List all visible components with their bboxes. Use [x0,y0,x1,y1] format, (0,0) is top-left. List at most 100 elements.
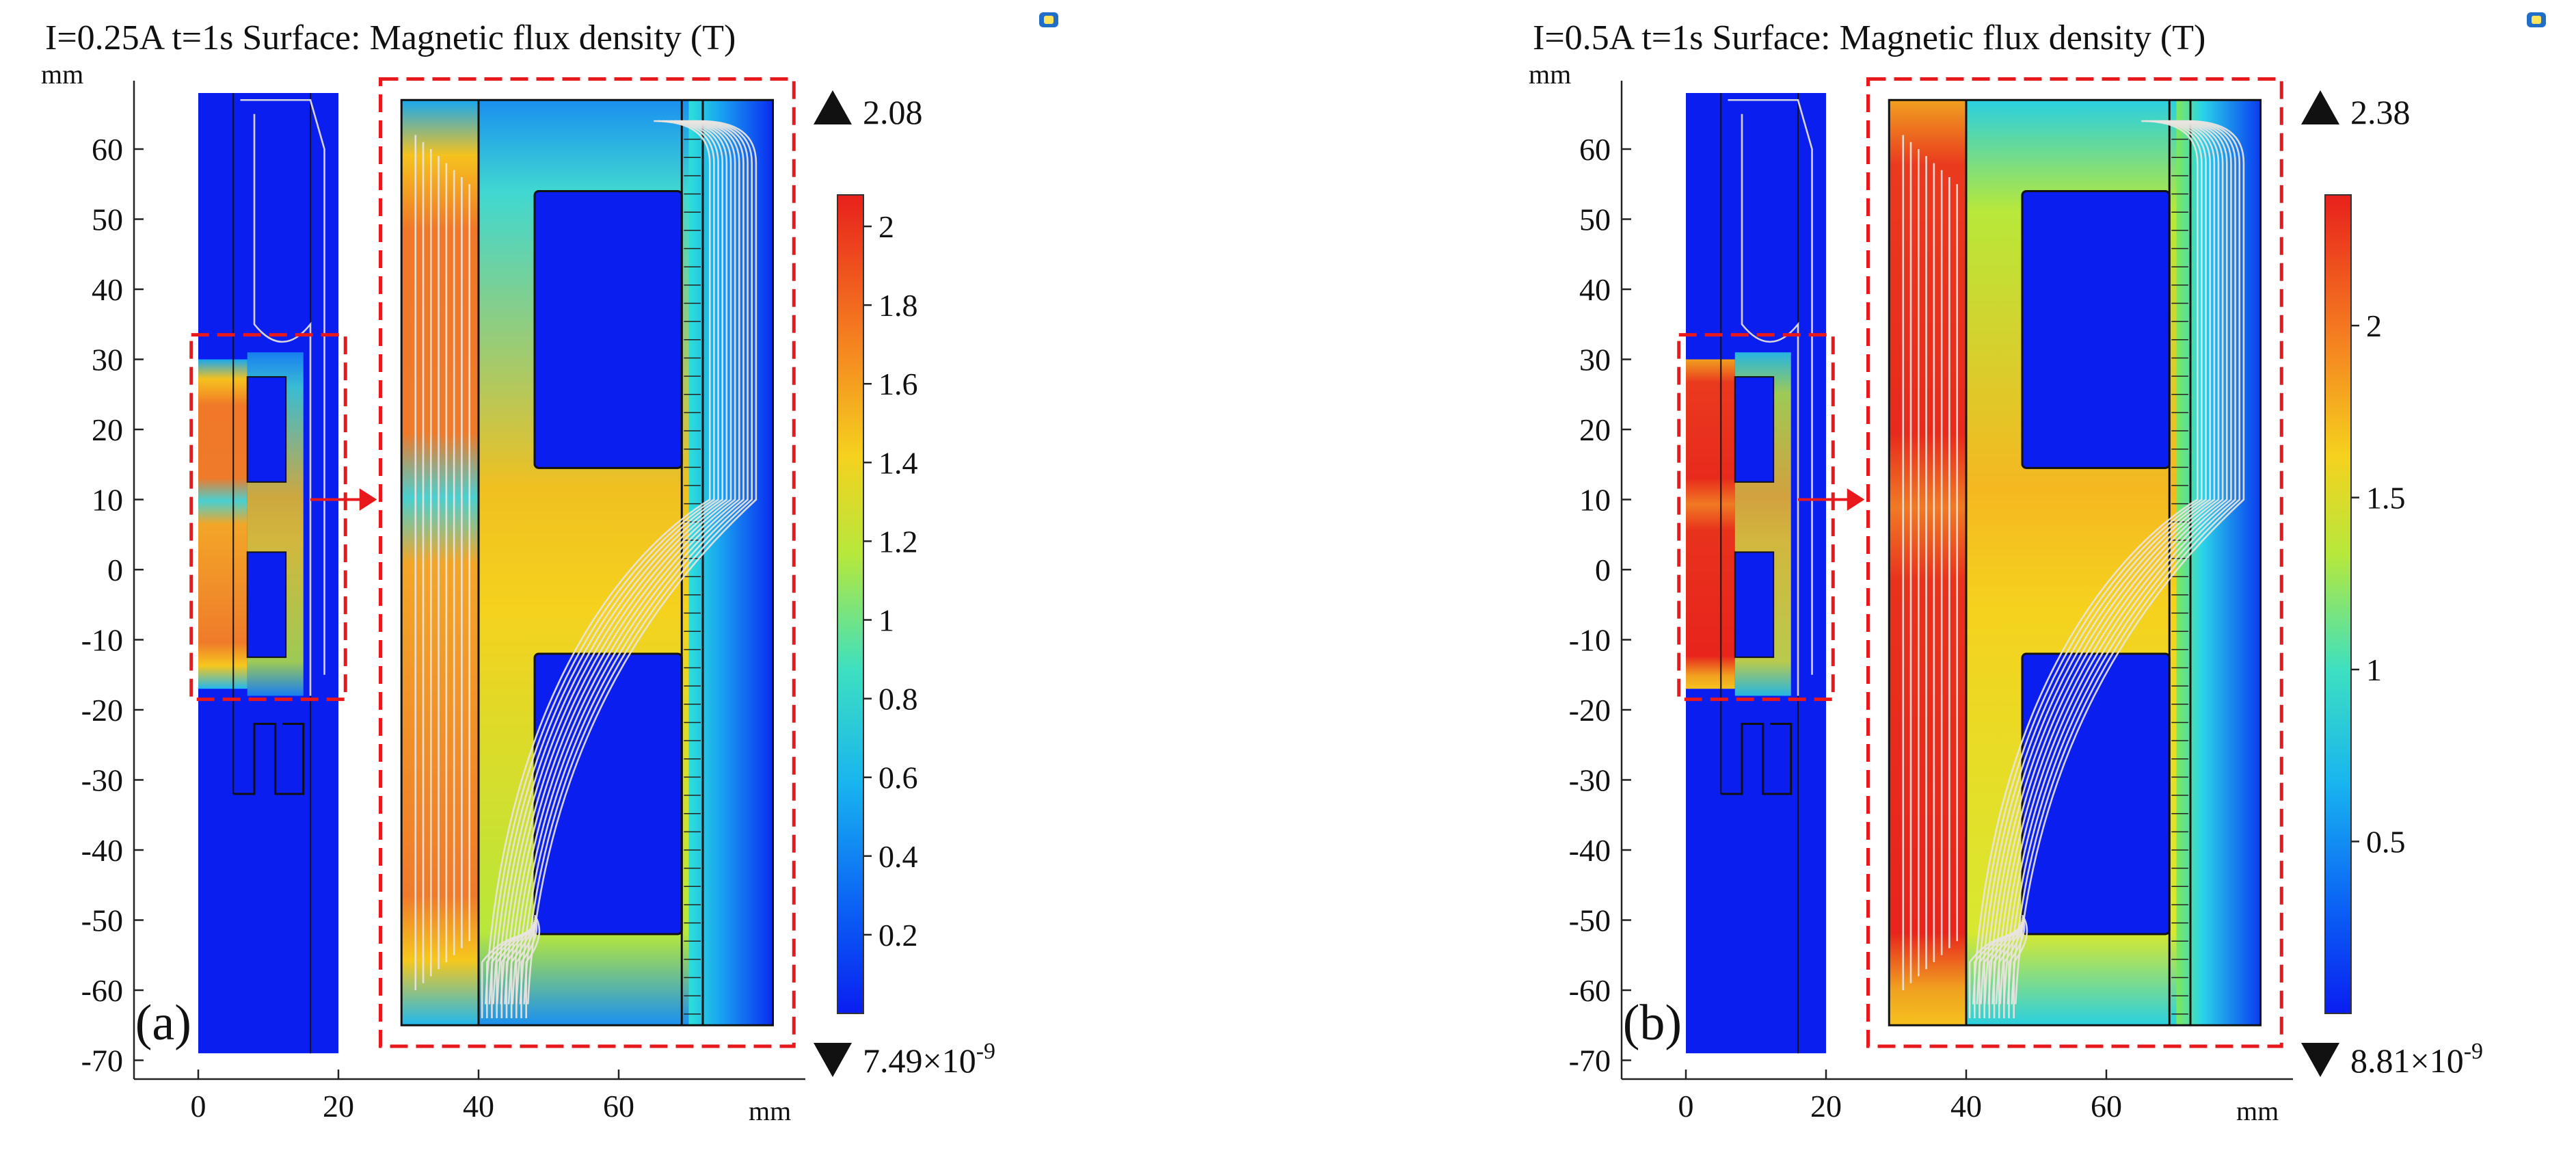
field-line [510,921,536,1018]
panel-label: (a) [135,995,191,1051]
y-tick-label: 40 [92,272,123,307]
x-unit-label: mm [2236,1096,2279,1126]
min-marker-icon [2301,1043,2339,1077]
armature-outline-small [233,723,305,795]
field-line [525,914,541,1018]
y-tick-label: -50 [1569,903,1611,938]
colorbar-tick-label: 1 [2366,652,2382,687]
view-icon [1039,12,1058,27]
y-tick-label: -40 [81,833,123,868]
y-tick-label: 30 [1579,343,1611,377]
field-line [488,120,715,1005]
field-line [496,120,723,1005]
colorbar-tick-label: 0.5 [2366,825,2406,860]
x-tick-label: 20 [323,1089,354,1124]
panel-a: I=0.25A t=1s Surface: Magnetic flux dens… [41,12,1058,1126]
field-line [515,919,536,1018]
chart-title: I=0.25A t=1s Surface: Magnetic flux dens… [45,18,736,57]
field-line [2013,914,2028,1018]
field-line [520,916,538,1018]
field-line [484,120,711,1005]
y-tick-label: -10 [81,623,123,658]
y-tick-label: -60 [1569,973,1611,1008]
y-tick-label: -30 [1569,763,1611,798]
field-line [2008,916,2026,1018]
field-line [500,120,728,1005]
field-line [1999,120,2228,1005]
zoom-arrow-head [1847,488,1865,511]
coil-small-upper [1734,376,1775,483]
colorbar-tick-label: 1.5 [2366,481,2406,516]
colorbar-gradient [2324,194,2352,1014]
colorbar-max-label: 2.08 [863,93,923,131]
x-tick-label: 0 [191,1089,206,1124]
core-field-small [1686,359,1735,689]
x-tick-label: 60 [603,1089,634,1124]
field-line [1972,120,2199,1005]
y-tick-label: 30 [92,343,123,377]
field-line [526,120,757,1005]
coil-upper [2021,190,2171,469]
y-tick-label: -30 [81,763,123,798]
coil-small-lower [246,551,287,659]
inset-dashed-frame [1866,77,2283,1048]
core-field [1889,100,1966,1026]
colorbar-tick-label: 1.8 [878,288,918,323]
view-icon [2527,12,2546,27]
field-line [511,120,740,1005]
field-line [507,120,736,1005]
colorbar-tick-label: 1.4 [878,445,918,480]
y-tick-label: 60 [92,132,123,167]
panel-label: (b) [1623,995,1682,1051]
colorbar-tick-label: 2 [2366,308,2382,343]
y-tick-label: 0 [1595,553,1611,587]
coil-upper [533,190,683,469]
y-tick-label: 20 [1579,412,1611,447]
y-tick-label: 60 [1579,132,1611,167]
y-unit-label: mm [1529,59,1571,90]
max-marker-icon [814,90,852,124]
field-line-small [240,98,325,675]
y-tick-label: 10 [1579,483,1611,518]
min-marker-icon [814,1043,852,1077]
y-tick-label: 40 [1579,272,1611,307]
x-unit-label: mm [749,1096,791,1126]
field-line [2014,120,2245,1005]
x-tick-label: 0 [1678,1089,1694,1124]
y-tick-label: -20 [81,693,123,728]
colorbar-tick-label: 2 [878,209,894,244]
field-line [2003,919,2024,1018]
y-tick-label: -40 [1569,833,1611,868]
y-tick-label: 50 [1579,202,1611,237]
y-tick-label: 10 [92,483,123,518]
colorbar-tick-label: 0.6 [878,760,918,795]
field-line-small [253,114,312,696]
field-line [1998,921,2024,1018]
colorbar: 2 1.5 1 0.5 2.38 8.81×10-9 [2301,90,2483,1080]
inset-dashed-frame [379,77,796,1048]
field-line [1995,120,2224,1005]
field-line [523,120,753,1005]
field-line [1991,120,2220,1005]
chart-title: I=0.5A t=1s Surface: Magnetic flux densi… [1533,18,2205,57]
x-tick-label: 60 [2091,1089,2122,1124]
colorbar-tick-label: 0.4 [878,839,918,874]
core-field [401,100,479,1026]
field-line [515,120,744,1005]
field-line [1987,120,2216,1005]
field-line-small [1741,114,1799,696]
zoom-arrow-head [359,488,377,511]
y-tick-label: -60 [81,973,123,1008]
field-line [519,120,749,1005]
y-unit-label: mm [41,59,83,90]
field-line [1980,120,2207,1005]
field-line [2003,120,2232,1005]
x-tick-label: 40 [1950,1089,1982,1124]
x-tick-label: 40 [463,1089,494,1124]
coil-small-upper [246,376,287,483]
colorbar-tick-label: 1.6 [878,367,918,401]
armature-outline-small [1721,723,1793,795]
field-line-small [1728,98,1813,675]
panel-b: I=0.5A t=1s Surface: Magnetic flux densi… [1529,12,2546,1126]
y-tick-label: -70 [1569,1044,1611,1078]
